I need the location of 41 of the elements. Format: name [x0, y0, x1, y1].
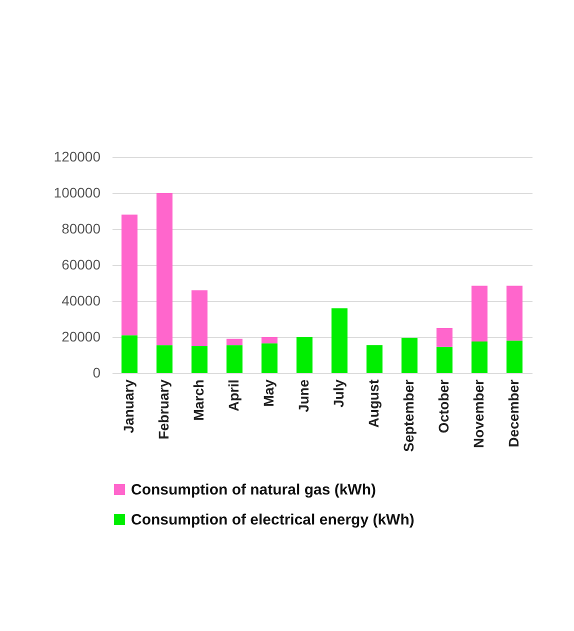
bar — [226, 345, 242, 373]
y-tick-label: 0 — [92, 364, 101, 380]
x-tick-label: April — [226, 380, 242, 412]
x-tick-label: July — [330, 379, 346, 408]
bar — [192, 290, 208, 346]
bar — [296, 337, 312, 373]
legend-label: Consumption of electrical energy (kWh) — [131, 512, 414, 528]
y-tick-label: 100000 — [54, 184, 101, 200]
bar — [436, 328, 452, 347]
x-tick-label: February — [156, 379, 172, 440]
y-tick-label: 40000 — [62, 292, 101, 308]
bar — [122, 214, 138, 336]
bar — [156, 345, 172, 373]
y-tick-label: 80000 — [62, 220, 101, 236]
bar — [436, 346, 452, 373]
x-tick-label: March — [190, 380, 206, 421]
x-tick-label: May — [260, 379, 276, 407]
bar — [122, 335, 138, 373]
bar — [192, 346, 208, 373]
x-tick-label: November — [470, 378, 486, 448]
bar — [402, 338, 418, 373]
legend-label: Consumption of natural gas (kWh) — [131, 482, 376, 498]
bar — [472, 286, 488, 342]
x-tick-label: December — [506, 378, 522, 448]
bar — [506, 340, 522, 373]
x-tick-label: January — [120, 379, 136, 434]
bar — [332, 308, 348, 373]
y-tick-label: 60000 — [62, 256, 101, 272]
bar — [472, 342, 488, 373]
bar — [262, 337, 278, 344]
x-tick-label: September — [400, 378, 416, 452]
bar — [262, 343, 278, 373]
bar — [226, 338, 242, 346]
x-tick-label: August — [366, 379, 382, 428]
bar — [366, 345, 382, 373]
y-tick-label: 120000 — [54, 148, 101, 164]
bar — [156, 193, 172, 346]
y-tick-label: 20000 — [62, 328, 101, 344]
x-tick-label: June — [296, 379, 312, 412]
x-tick-label: October — [436, 378, 452, 434]
bar — [506, 286, 522, 341]
